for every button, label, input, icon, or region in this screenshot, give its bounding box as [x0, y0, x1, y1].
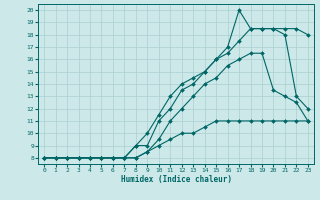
X-axis label: Humidex (Indice chaleur): Humidex (Indice chaleur) — [121, 175, 231, 184]
